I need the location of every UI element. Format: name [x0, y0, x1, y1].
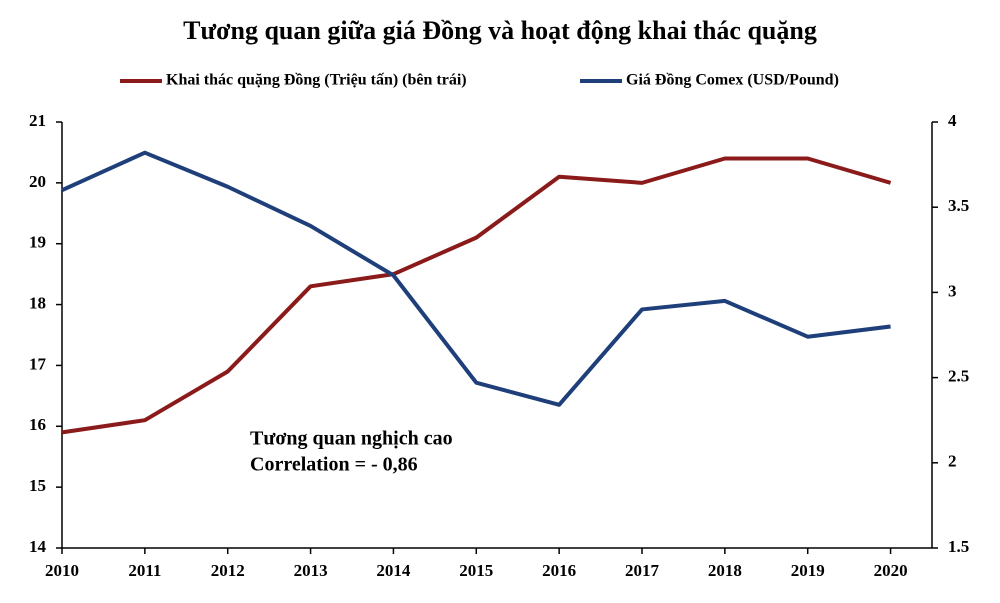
- y2-tick-label: 2.5: [948, 367, 969, 386]
- x-tick-label: 2014: [376, 561, 411, 580]
- x-tick-label: 2015: [459, 561, 493, 580]
- y-tick-label: 17: [29, 354, 47, 373]
- y-tick-label: 19: [29, 233, 46, 252]
- y-tick-label: 21: [29, 111, 46, 130]
- annotation: Correlation = - 0,86: [250, 454, 418, 476]
- y2-tick-label: 3.5: [948, 196, 969, 215]
- y-tick-label: 15: [29, 476, 46, 495]
- annotation: Tương quan nghịch cao: [250, 428, 453, 450]
- y-tick-label: 16: [29, 415, 46, 434]
- chart-title: Tương quan giữa giá Đồng và hoạt động kh…: [183, 16, 817, 45]
- x-tick-label: 2018: [708, 561, 742, 580]
- y2-tick-label: 1.5: [948, 537, 969, 556]
- x-tick-label: 2020: [874, 561, 908, 580]
- legend-label: Khai thác quặng Đồng (Triệu tấn) (bên tr…: [166, 72, 467, 89]
- x-tick-label: 2019: [791, 561, 825, 580]
- y-tick-label: 18: [29, 293, 46, 312]
- x-tick-label: 2017: [625, 561, 660, 580]
- series-line: [61, 156, 892, 435]
- y2-tick-label: 2: [948, 452, 957, 471]
- y2-tick-label: 3: [948, 281, 957, 300]
- x-tick-label: 2012: [211, 561, 245, 580]
- x-tick-label: 2016: [542, 561, 576, 580]
- x-tick-label: 2013: [294, 561, 328, 580]
- y-tick-label: 20: [29, 172, 46, 191]
- x-tick-label: 2010: [45, 561, 79, 580]
- series-line: [61, 150, 891, 407]
- y2-tick-label: 4: [948, 111, 957, 130]
- y-tick-label: 14: [29, 537, 47, 556]
- legend-label: Giá Đồng Comex (USD/Pound): [626, 72, 839, 89]
- x-tick-label: 2011: [128, 561, 161, 580]
